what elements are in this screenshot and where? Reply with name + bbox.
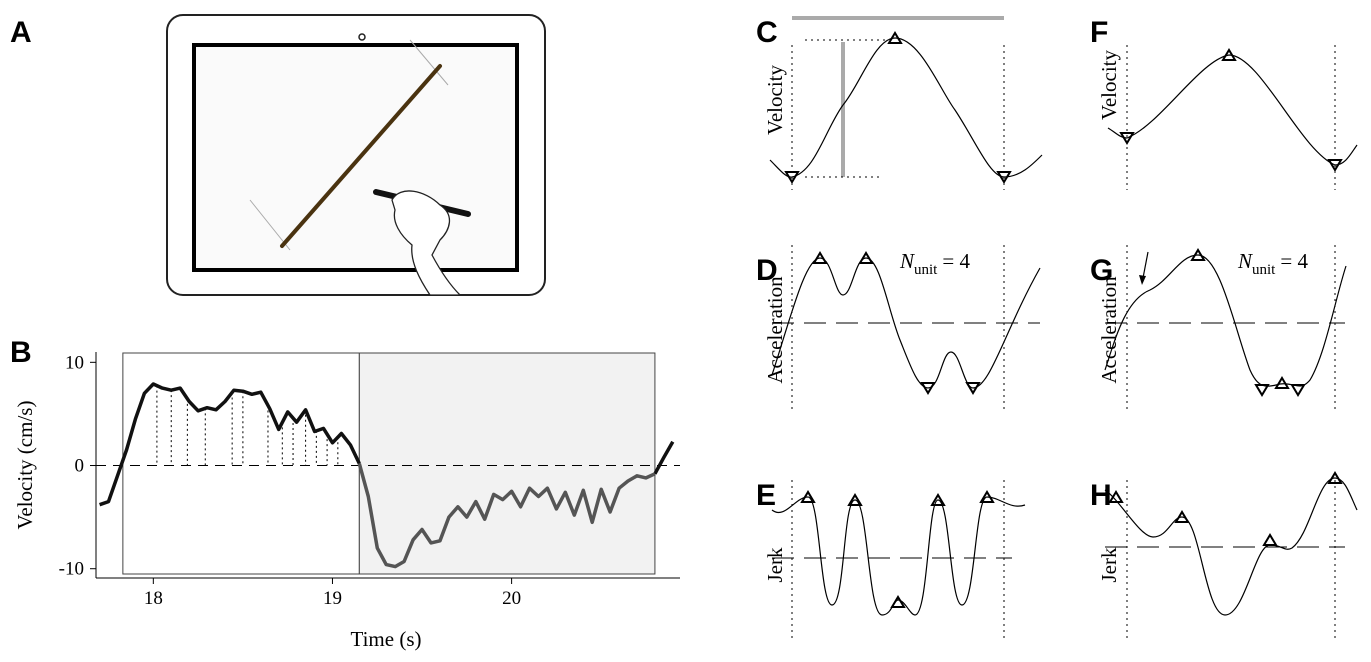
y-axis-label: Jerk	[1097, 547, 1121, 582]
y-axis-label: Acceleration	[1097, 276, 1121, 384]
velocity-line	[357, 463, 656, 569]
n-value: = 4	[1280, 249, 1308, 273]
panel-letter: B	[10, 336, 32, 369]
panel-h: Jerk	[1097, 471, 1358, 640]
panel-g: Acceleration Nunit = 4	[1097, 245, 1347, 410]
x-axis-label: Time (s)	[351, 627, 422, 651]
n-subscript: unit	[1252, 262, 1276, 278]
n-value: = 4	[942, 249, 970, 273]
panel-letter: E	[756, 479, 776, 512]
panel-letter: H	[1090, 479, 1112, 512]
y-tick-label: 0	[75, 456, 85, 477]
y-axis-label: Velocity	[1097, 50, 1121, 120]
y-axis-label: Velocity (cm/s)	[13, 401, 37, 530]
panel-b-chart: -10 0 10 18 19 20	[59, 352, 680, 609]
panel-letter: C	[756, 16, 778, 49]
panel-e: Jerk	[763, 480, 1026, 640]
x-tick-label: 19	[323, 588, 342, 609]
panel-letter: F	[1090, 16, 1108, 49]
x-tick-label: 20	[502, 588, 521, 609]
tablet-illustration	[166, 14, 546, 296]
panel-letter: D	[756, 254, 778, 287]
velocity-line	[99, 382, 675, 507]
panel-d: Acceleration Nunit = 4	[763, 245, 1041, 410]
x-tick-label: 18	[144, 588, 163, 609]
y-axis-label: Jerk	[763, 547, 787, 582]
n-unit-label: Nunit = 4	[1237, 249, 1308, 278]
n-symbol: N	[1237, 249, 1253, 273]
panel-f: Velocity	[1097, 45, 1358, 190]
n-symbol: N	[899, 249, 915, 273]
y-tick-label: -10	[59, 559, 84, 580]
y-tick-label: 10	[65, 352, 84, 373]
n-unit-label: Nunit = 4	[899, 249, 970, 278]
panel-c: Velocity	[763, 16, 1043, 190]
panel-letter: A	[10, 16, 32, 49]
y-axis-label: Velocity	[763, 65, 787, 135]
region	[358, 352, 656, 575]
panel-letter: G	[1090, 254, 1113, 287]
n-subscript: unit	[914, 262, 938, 278]
